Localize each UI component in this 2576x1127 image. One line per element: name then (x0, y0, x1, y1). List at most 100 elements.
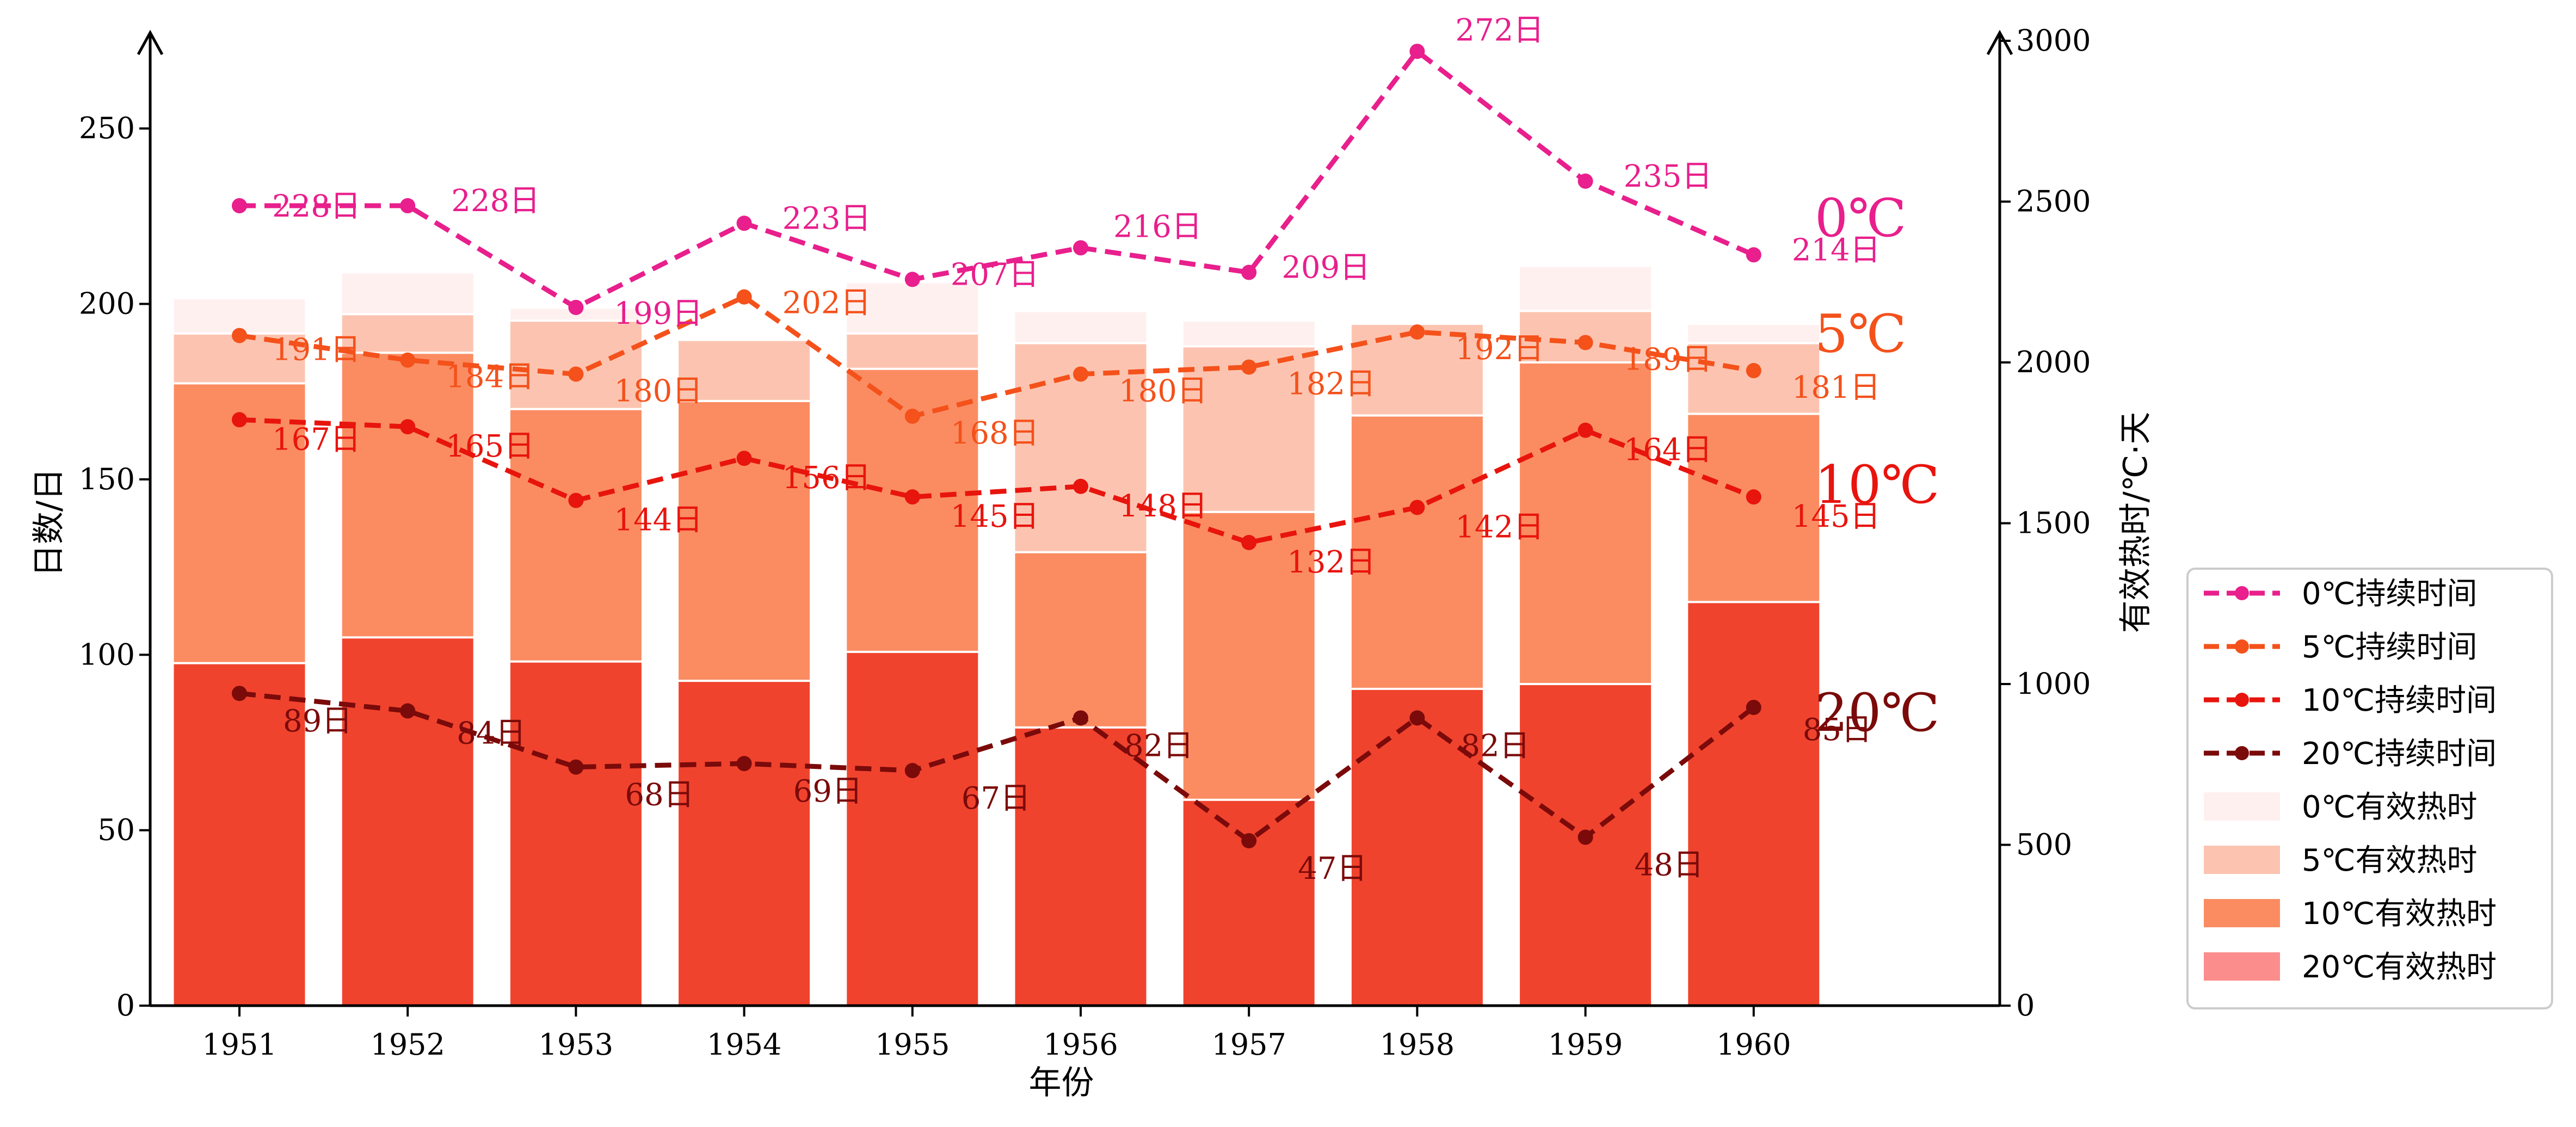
series-line-0 (239, 48, 1755, 311)
lines-layer (232, 44, 1761, 848)
series-point-3-1953 (568, 759, 584, 775)
series-point-2-1960 (1746, 489, 1761, 505)
series-point-1-1955 (904, 408, 920, 424)
series-point-3-1956 (1073, 710, 1088, 726)
series-point-0-1954 (736, 215, 752, 231)
bar-3-1957 (1181, 798, 1317, 1007)
x-axis-label: 年份 (1029, 1064, 1094, 1102)
data-label-0-1959: 235日 (1624, 159, 1712, 194)
x-tick-label: 1956 (1043, 1027, 1118, 1062)
x-tick-label: 1952 (370, 1027, 445, 1062)
legend-marker-swatch (2235, 746, 2249, 760)
data-label-0-1960: 214日 (1792, 232, 1881, 268)
y-left-tick-label: 50 (97, 813, 135, 847)
series-point-3-1954 (736, 756, 752, 772)
series-point-0-1960 (1746, 247, 1761, 263)
legend-bar-swatch (2204, 899, 2280, 927)
y-right-tick-label: 1000 (2016, 667, 2091, 701)
data-labels-layer: 228日 228日 199日 223日 207日 216日 209日 272日 235日 214日… (272, 13, 1881, 886)
series-point-1-1960 (1746, 363, 1761, 379)
legend-entry-label: 20℃持续时间 (2302, 736, 2497, 772)
y-right-tick-label: 0 (2016, 988, 2035, 1023)
series-annotation-1: 5℃ (1815, 304, 1906, 365)
data-label-3-1960: 85日 (1803, 712, 1872, 748)
series-point-2-1954 (736, 451, 752, 466)
series-line-3 (239, 691, 1755, 844)
data-label-3-1956: 82日 (1124, 728, 1193, 763)
series-point-1-1951 (232, 328, 247, 343)
data-label-2-1960: 145日 (1792, 499, 1881, 534)
bar-3-1953 (508, 660, 644, 1007)
legend-marker-swatch (2235, 639, 2249, 654)
data-label-3-1951: 89日 (283, 704, 352, 739)
data-label-0-1957: 209日 (1281, 250, 1370, 286)
bar-3-1954 (676, 680, 812, 1007)
data-label-0-1951: 228日 (272, 189, 361, 224)
data-label-2-1957: 132日 (1287, 545, 1376, 580)
bar-3-1955 (845, 650, 981, 1007)
legend-marker-swatch (2235, 693, 2249, 707)
series-point-2-1952 (400, 419, 416, 435)
legend-entry-label: 5℃有效热时 (2302, 843, 2478, 878)
y-right-tick-label: 500 (2016, 828, 2072, 862)
data-label-1-1956: 180日 (1119, 373, 1207, 409)
axes-layer: 0501001502002500500100015002000250030001… (30, 23, 2155, 1102)
data-label-1-1955: 168日 (951, 416, 1039, 451)
data-label-3-1953: 68日 (625, 778, 694, 813)
data-label-1-1959: 189日 (1624, 342, 1712, 377)
y-right-tick-label: 2500 (2016, 184, 2091, 219)
bar-3-1956 (1013, 726, 1149, 1007)
legend-entry-label: 5℃持续时间 (2302, 630, 2478, 665)
y-left-tick-label: 150 (79, 462, 135, 496)
legend-entry-label: 10℃持续时间 (2302, 683, 2497, 718)
series-point-2-1958 (1409, 500, 1425, 515)
series-annotation-0: 0℃ (1815, 188, 1906, 249)
series-annotation-3: 20℃ (1815, 682, 1940, 743)
y-axis-right-label: 有效热时/℃·天 (2117, 412, 2155, 633)
data-label-1-1957: 182日 (1287, 367, 1376, 402)
series-point-1-1953 (568, 366, 584, 382)
y-left-tick-label: 250 (79, 111, 135, 145)
data-label-1-1960: 181日 (1792, 370, 1881, 405)
x-tick-label: 1954 (707, 1027, 781, 1062)
series-point-1-1954 (736, 289, 752, 305)
series-point-1-1956 (1073, 366, 1088, 382)
data-label-0-1955: 207日 (951, 257, 1039, 292)
legend-box (2186, 568, 2553, 1009)
data-label-1-1953: 180日 (614, 373, 702, 409)
series-point-2-1953 (568, 492, 584, 508)
series-point-0-1952 (400, 198, 416, 214)
data-label-2-1956: 148日 (1119, 489, 1207, 524)
series-point-2-1959 (1577, 422, 1593, 438)
x-tick-label: 1960 (1716, 1027, 1791, 1062)
data-label-2-1952: 165日 (446, 429, 534, 464)
legend: 0℃持续时间 5℃持续时间 10℃持续时间 20℃持续时间 0℃有效热时 5℃有效热时 10… (2186, 568, 2553, 1009)
series-point-2-1955 (904, 489, 920, 505)
data-label-3-1954: 69日 (793, 774, 862, 809)
series-line-1 (239, 294, 1754, 419)
series-point-1-1957 (1241, 359, 1257, 375)
y-right-tick-label: 3000 (2016, 23, 2091, 58)
series-point-0-1956 (1073, 240, 1088, 256)
legend-entry-label: 10℃有效热时 (2302, 896, 2497, 932)
data-label-2-1959: 164日 (1624, 433, 1712, 468)
series-point-0-1958 (1409, 44, 1425, 59)
data-label-2-1953: 144日 (614, 503, 702, 538)
y-axis-right-arrow (1986, 29, 2013, 56)
bar-3-1951 (171, 662, 307, 1007)
legend-bar-swatch (2204, 792, 2280, 821)
series-point-3-1955 (904, 763, 920, 779)
bar-3-1960 (1686, 601, 1822, 1007)
data-label-0-1953: 199日 (614, 296, 702, 331)
series-point-3-1958 (1409, 710, 1425, 726)
x-tick-label: 1953 (539, 1027, 613, 1062)
bars-layer (171, 264, 1822, 1007)
series-point-0-1957 (1241, 264, 1257, 280)
data-label-2-1958: 142日 (1455, 509, 1544, 545)
x-tick-label: 1958 (1380, 1027, 1455, 1062)
series-line-2 (239, 417, 1755, 545)
x-tick-label: 1959 (1548, 1027, 1623, 1062)
series-point-0-1951 (232, 198, 247, 214)
y-left-tick-label: 200 (79, 287, 135, 321)
data-label-0-1954: 223日 (782, 201, 871, 236)
